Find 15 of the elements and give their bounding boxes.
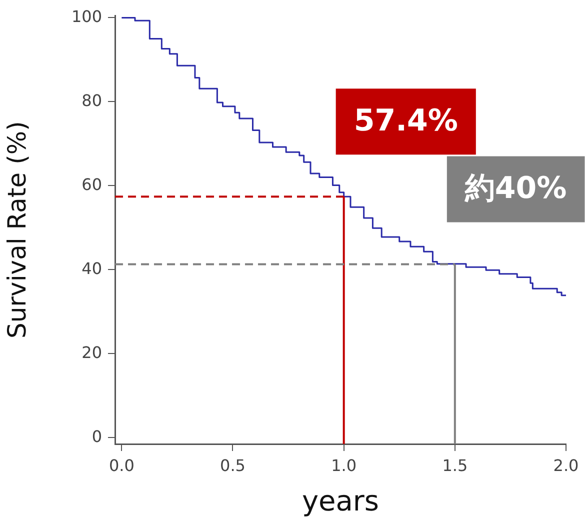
x-tick-label: 0.0 [108, 456, 134, 475]
y-tick-label: 0 [92, 426, 102, 446]
y-tick-label: 80 [82, 90, 102, 110]
x-axis-title: years [302, 484, 380, 518]
y-axis-title: Survival Rate (%) [2, 121, 32, 338]
ref-line-label: 約40% [464, 171, 567, 206]
y-tick-label: 60 [82, 174, 102, 194]
ref-line-label: 57.4% [354, 103, 458, 138]
y-tick-label: 20 [82, 342, 102, 362]
x-tick-label: 0.5 [220, 456, 246, 475]
x-tick-label: 2.0 [553, 456, 579, 475]
y-tick-label: 100 [71, 6, 102, 26]
x-tick-label: 1.0 [331, 456, 357, 475]
x-tick-label: 1.5 [442, 456, 468, 475]
y-tick-label: 40 [82, 258, 102, 278]
